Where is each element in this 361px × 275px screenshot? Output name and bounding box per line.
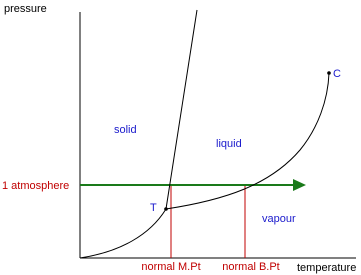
region-label: solid [114, 124, 137, 136]
point-label: C [333, 68, 341, 80]
arrow-head [293, 179, 306, 191]
reference-label: normal M.Pt [141, 261, 200, 273]
reference-label: normal B.Pt [222, 261, 279, 273]
sublimation-curve [79, 208, 167, 259]
y-axis-label: pressure [4, 3, 47, 15]
x-axis-label: temperature [297, 262, 356, 274]
vaporisation-curve [165, 72, 330, 210]
triple-point [164, 207, 168, 211]
point-label: T [150, 202, 157, 214]
region-label: liquid [216, 138, 242, 150]
critical-point [327, 71, 331, 75]
reference-label: 1 atmosphere [2, 180, 69, 192]
region-label: vapour [262, 213, 296, 225]
melting-curve [165, 9, 198, 210]
